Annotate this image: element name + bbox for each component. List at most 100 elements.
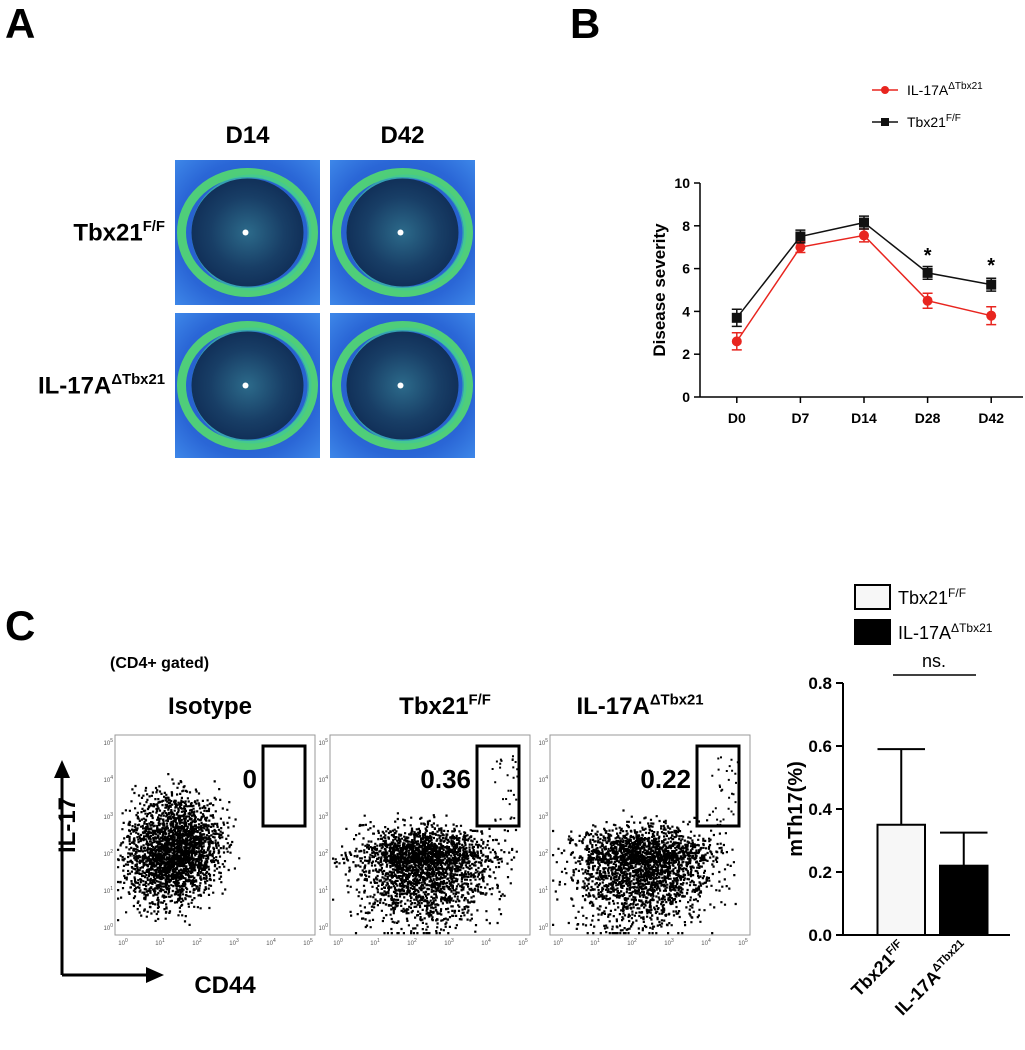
flow-x-tick-label: 103 xyxy=(229,938,239,947)
flow-y-tick-label: 105 xyxy=(319,738,329,747)
tick-exp: 4 xyxy=(545,775,548,781)
flow-x-tick-label: 103 xyxy=(664,938,674,947)
x-tick-label: D42 xyxy=(978,410,1004,426)
y-tick-label: 0 xyxy=(682,389,690,405)
tick-exp: 4 xyxy=(488,938,491,944)
x-tick-label-sup: ΔTbx21 xyxy=(930,938,967,975)
eye-rim xyxy=(177,168,318,297)
legend-label: IL-17AΔTbx21 xyxy=(907,81,983,98)
tick-base: 10 xyxy=(539,741,546,747)
flow-events xyxy=(117,773,241,926)
tick-base: 10 xyxy=(192,941,199,947)
legend-label: Tbx21F/F xyxy=(898,586,966,608)
marker xyxy=(795,231,806,242)
legend-marker xyxy=(881,86,889,94)
y-tick-label: 2 xyxy=(682,346,690,362)
flow-y-label: IL-17 xyxy=(54,797,81,853)
tick-exp: 4 xyxy=(273,938,276,944)
y-tick-label: 0.4 xyxy=(808,800,832,819)
row-label: IL-17AΔTbx21 xyxy=(38,372,165,400)
legend-name: Tbx21 xyxy=(907,114,946,130)
column-label: D42 xyxy=(380,122,424,149)
legend-swatch xyxy=(854,584,891,610)
tick-base: 10 xyxy=(664,941,671,947)
flow-header-base: IL-17A xyxy=(576,693,649,720)
gate xyxy=(261,744,307,828)
tick-base: 10 xyxy=(118,941,125,947)
marker xyxy=(986,279,997,290)
flow-x-tick-label: 102 xyxy=(627,938,637,947)
flow-x-tick-label: 102 xyxy=(192,938,202,947)
tick-base: 10 xyxy=(333,941,340,947)
marker xyxy=(859,217,869,228)
tick-exp: 1 xyxy=(162,938,165,944)
tick-exp: 0 xyxy=(325,923,328,929)
y-tick-label: 0.8 xyxy=(808,674,832,693)
tick-exp: 2 xyxy=(325,849,328,855)
eye-reflection xyxy=(242,382,249,389)
eye-rim xyxy=(332,321,473,450)
legend-name: Tbx21 xyxy=(898,588,948,608)
y-tick-label: 4 xyxy=(682,303,690,319)
tick-exp: 0 xyxy=(125,938,128,944)
tick-exp: 3 xyxy=(110,812,113,818)
tick-base: 10 xyxy=(590,941,597,947)
marker xyxy=(795,242,806,253)
eye-reflection xyxy=(397,382,404,389)
eye-images xyxy=(175,160,475,458)
gate-value: 0.36 xyxy=(420,764,471,794)
legend-name-sup: F/F xyxy=(946,113,961,124)
arrowhead-right xyxy=(146,967,164,983)
legend-label: Tbx21F/F xyxy=(907,113,961,130)
tick-exp: 4 xyxy=(708,938,711,944)
tick-exp: 2 xyxy=(110,849,113,855)
panel-label: C xyxy=(5,602,35,649)
tick-exp: 2 xyxy=(414,938,417,944)
flow-x-tick-label: 105 xyxy=(518,938,528,947)
flow-y-tick-label: 100 xyxy=(104,923,114,932)
x-tick-label-base: IL-17A xyxy=(891,966,944,1019)
flow-x-tick-label: 103 xyxy=(444,938,454,947)
tick-exp: 5 xyxy=(110,738,113,744)
tick-base: 10 xyxy=(444,941,451,947)
flow-x-tick-label: 101 xyxy=(155,938,165,947)
tick-exp: 1 xyxy=(110,886,113,892)
series-line xyxy=(736,234,992,342)
gate xyxy=(475,744,521,828)
annotation: ns. xyxy=(922,651,946,671)
flow-y-tick-label: 105 xyxy=(539,738,549,747)
y-tick-label: 10 xyxy=(674,175,690,191)
flow-x-tick-label: 101 xyxy=(370,938,380,947)
tick-base: 10 xyxy=(553,941,560,947)
y-tick-label: 0.0 xyxy=(808,926,832,945)
tick-exp: 0 xyxy=(110,923,113,929)
tick-exp: 3 xyxy=(545,812,548,818)
tick-base: 10 xyxy=(104,741,111,747)
eye-image xyxy=(175,313,320,458)
panel-label: A xyxy=(5,0,35,47)
tick-base: 10 xyxy=(266,941,273,947)
tick-exp: 5 xyxy=(745,938,748,944)
flow-y-tick-label: 100 xyxy=(319,923,329,932)
flow-events xyxy=(332,755,519,935)
legend-name-sup: F/F xyxy=(948,586,966,600)
y-axis-label: Disease severity xyxy=(650,223,669,357)
flow-y-tick-label: 101 xyxy=(319,886,329,895)
flow-y-tick-label: 100 xyxy=(539,923,549,932)
tick-exp: 1 xyxy=(597,938,600,944)
flow-x-tick-label: 100 xyxy=(118,938,128,947)
tick-exp: 2 xyxy=(545,849,548,855)
y-tick-label: 0.2 xyxy=(808,863,832,882)
tick-exp: 2 xyxy=(199,938,202,944)
eye-image xyxy=(330,313,475,458)
tick-exp: 5 xyxy=(525,938,528,944)
marker xyxy=(922,295,933,306)
flow-x-tick-label: 104 xyxy=(481,938,491,947)
tick-exp: 0 xyxy=(560,938,563,944)
tick-base: 10 xyxy=(303,941,310,947)
tick-base: 10 xyxy=(319,815,326,821)
tick-exp: 3 xyxy=(671,938,674,944)
tick-base: 10 xyxy=(407,941,414,947)
tick-base: 10 xyxy=(738,941,745,947)
tick-base: 10 xyxy=(539,926,546,932)
